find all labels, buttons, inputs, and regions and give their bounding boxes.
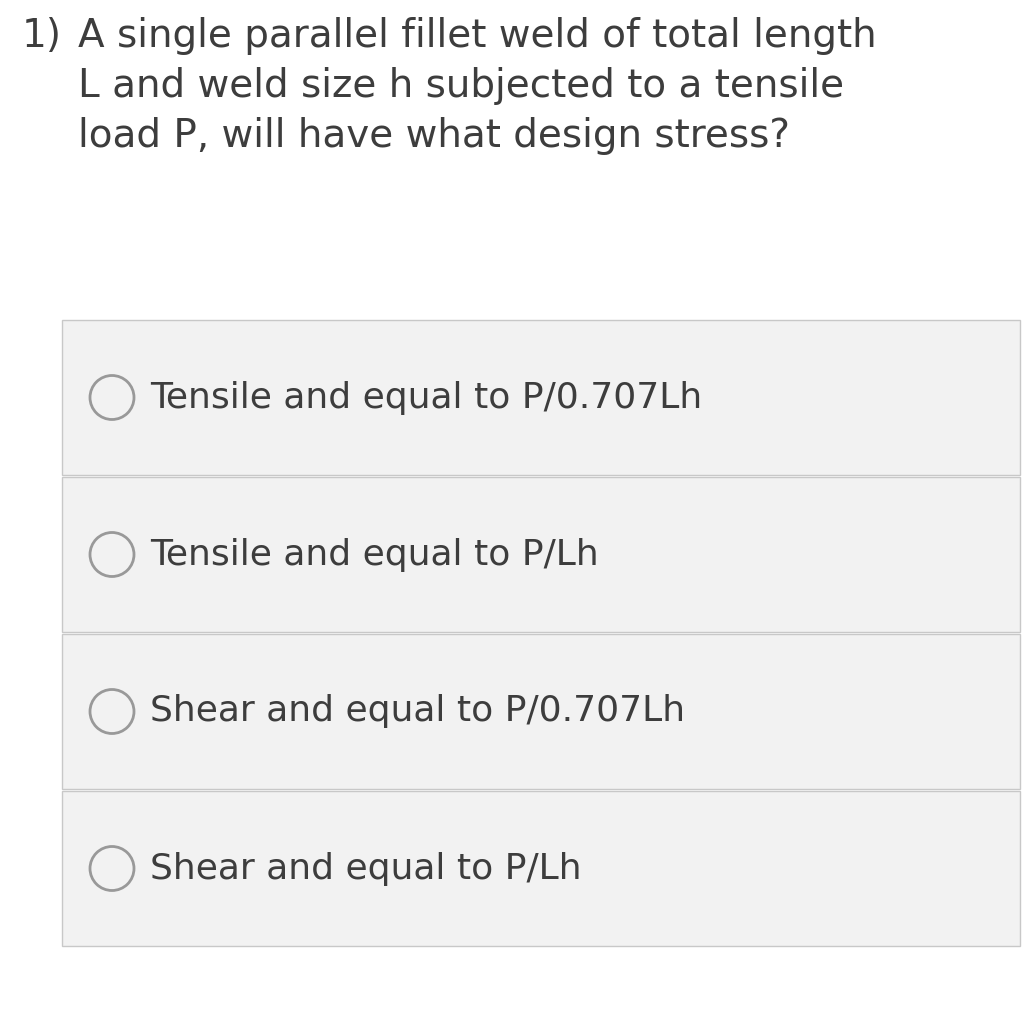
FancyBboxPatch shape <box>62 634 1020 789</box>
Text: load P, will have what design stress?: load P, will have what design stress? <box>79 117 790 155</box>
Text: Shear and equal to P/0.707Lh: Shear and equal to P/0.707Lh <box>150 694 685 729</box>
Text: Tensile and equal to P/Lh: Tensile and equal to P/Lh <box>150 538 599 571</box>
FancyBboxPatch shape <box>62 320 1020 475</box>
FancyBboxPatch shape <box>62 477 1020 632</box>
Text: Tensile and equal to P/0.707Lh: Tensile and equal to P/0.707Lh <box>150 381 702 414</box>
Text: 1): 1) <box>22 17 62 55</box>
FancyBboxPatch shape <box>62 791 1020 946</box>
Text: Shear and equal to P/Lh: Shear and equal to P/Lh <box>150 852 582 885</box>
Text: L and weld size h subjected to a tensile: L and weld size h subjected to a tensile <box>79 67 844 105</box>
Text: A single parallel fillet weld of total length: A single parallel fillet weld of total l… <box>79 17 877 55</box>
